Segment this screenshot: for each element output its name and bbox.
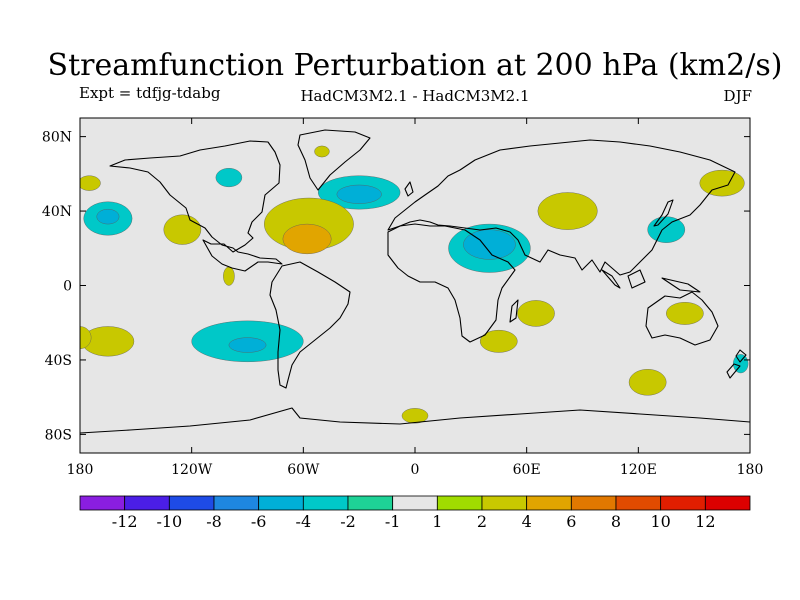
anomaly-region-19 (666, 302, 704, 325)
y-tick-label-1: 40N (42, 204, 72, 220)
colorbar-swatch-1 (124, 495, 170, 511)
colorbar-swatch-0 (79, 495, 126, 511)
colorbar-label-3: -6 (251, 512, 267, 531)
x-tick-label-1: 120W (171, 462, 213, 478)
anomaly-region-23 (223, 266, 235, 286)
colorbar-label-7: 1 (432, 512, 442, 531)
x-tick-label-6: 180 (737, 462, 764, 478)
x-tick-label-2: 60W (287, 462, 320, 478)
colorbar-label-4: -4 (296, 512, 312, 531)
y-tick-label-3: 40S (45, 353, 72, 369)
colorbar-label-1: -10 (156, 512, 182, 531)
anomaly-region-1 (336, 184, 382, 204)
anomaly-region-25 (733, 354, 749, 374)
anomaly-region-15 (80, 175, 101, 191)
colorbar-swatch-11 (570, 495, 617, 511)
x-tick-label-5: 120E (620, 462, 657, 478)
anomaly-region-13 (163, 214, 202, 245)
colorbar-label-2: -8 (206, 512, 222, 531)
x-axis: 180 120W 60W 0 60E 120E 180 (67, 118, 764, 478)
x-tick-label-3: 0 (411, 462, 420, 478)
y-axis: 80N 40N 0 40S 80S (42, 130, 750, 443)
anomaly-region-8 (647, 216, 686, 243)
colorbar-label-0: -12 (112, 512, 138, 531)
colorbar-label-9: 4 (522, 512, 532, 531)
anomaly-region-12 (537, 192, 598, 230)
colorbar-label-5: -2 (340, 512, 356, 531)
colorbar-label-10: 6 (566, 512, 576, 531)
anomaly-region-7 (228, 337, 267, 353)
season-label: DJF (724, 87, 752, 105)
colorbar-label-13: 12 (695, 512, 715, 531)
colorbar-swatch-4 (258, 495, 304, 511)
experiment-label: Expt = tdfjg-tdabg (79, 84, 221, 102)
anomaly-region-17 (479, 329, 518, 353)
colorbar-label-12: 10 (650, 512, 670, 531)
colorbar-swatch-9 (481, 495, 528, 511)
anomaly-layer (80, 145, 749, 424)
colorbar-label-6: -1 (385, 512, 401, 531)
colorbar-swatch-6 (347, 495, 394, 511)
anomaly-region-14 (699, 169, 745, 197)
map-background (80, 118, 750, 453)
anomaly-region-24 (314, 145, 330, 158)
colorbar-swatch-7 (392, 495, 438, 511)
y-tick-label-4: 80S (45, 427, 72, 443)
y-tick-label-0: 80N (42, 130, 72, 146)
colorbar-swatch-14 (704, 495, 751, 511)
model-label: HadCM3M2.1 - HadCM3M2.1 (300, 87, 529, 105)
colorbar-swatch-12 (615, 495, 662, 511)
anomaly-region-9 (215, 168, 243, 188)
x-tick-label-4: 60E (513, 462, 541, 478)
colorbar-swatch-10 (526, 495, 572, 511)
colorbar-swatch-5 (302, 495, 349, 511)
anomaly-region-16 (517, 300, 555, 327)
chart-title: Streamfunction Perturbation at 200 hPa (… (48, 48, 783, 83)
coastlines (80, 129, 750, 434)
colorbar: -12 -10 -8 -6 -4 -2 -1 1 2 4 6 8 10 12 (79, 495, 751, 531)
colorbar-swatch-8 (436, 495, 483, 511)
anomaly-region-11 (282, 223, 332, 255)
colorbar-swatch-2 (168, 495, 215, 511)
colorbar-swatch-3 (213, 495, 260, 511)
anomaly-region-5 (96, 208, 120, 225)
colorbar-label-8: 2 (477, 512, 487, 531)
anomaly-region-18 (628, 369, 667, 396)
anomaly-region-22 (401, 408, 429, 424)
colorbar-swatch-13 (660, 495, 706, 511)
y-tick-label-2: 0 (63, 279, 72, 295)
colorbar-label-11: 8 (611, 512, 621, 531)
x-tick-label-0: 180 (67, 462, 94, 478)
